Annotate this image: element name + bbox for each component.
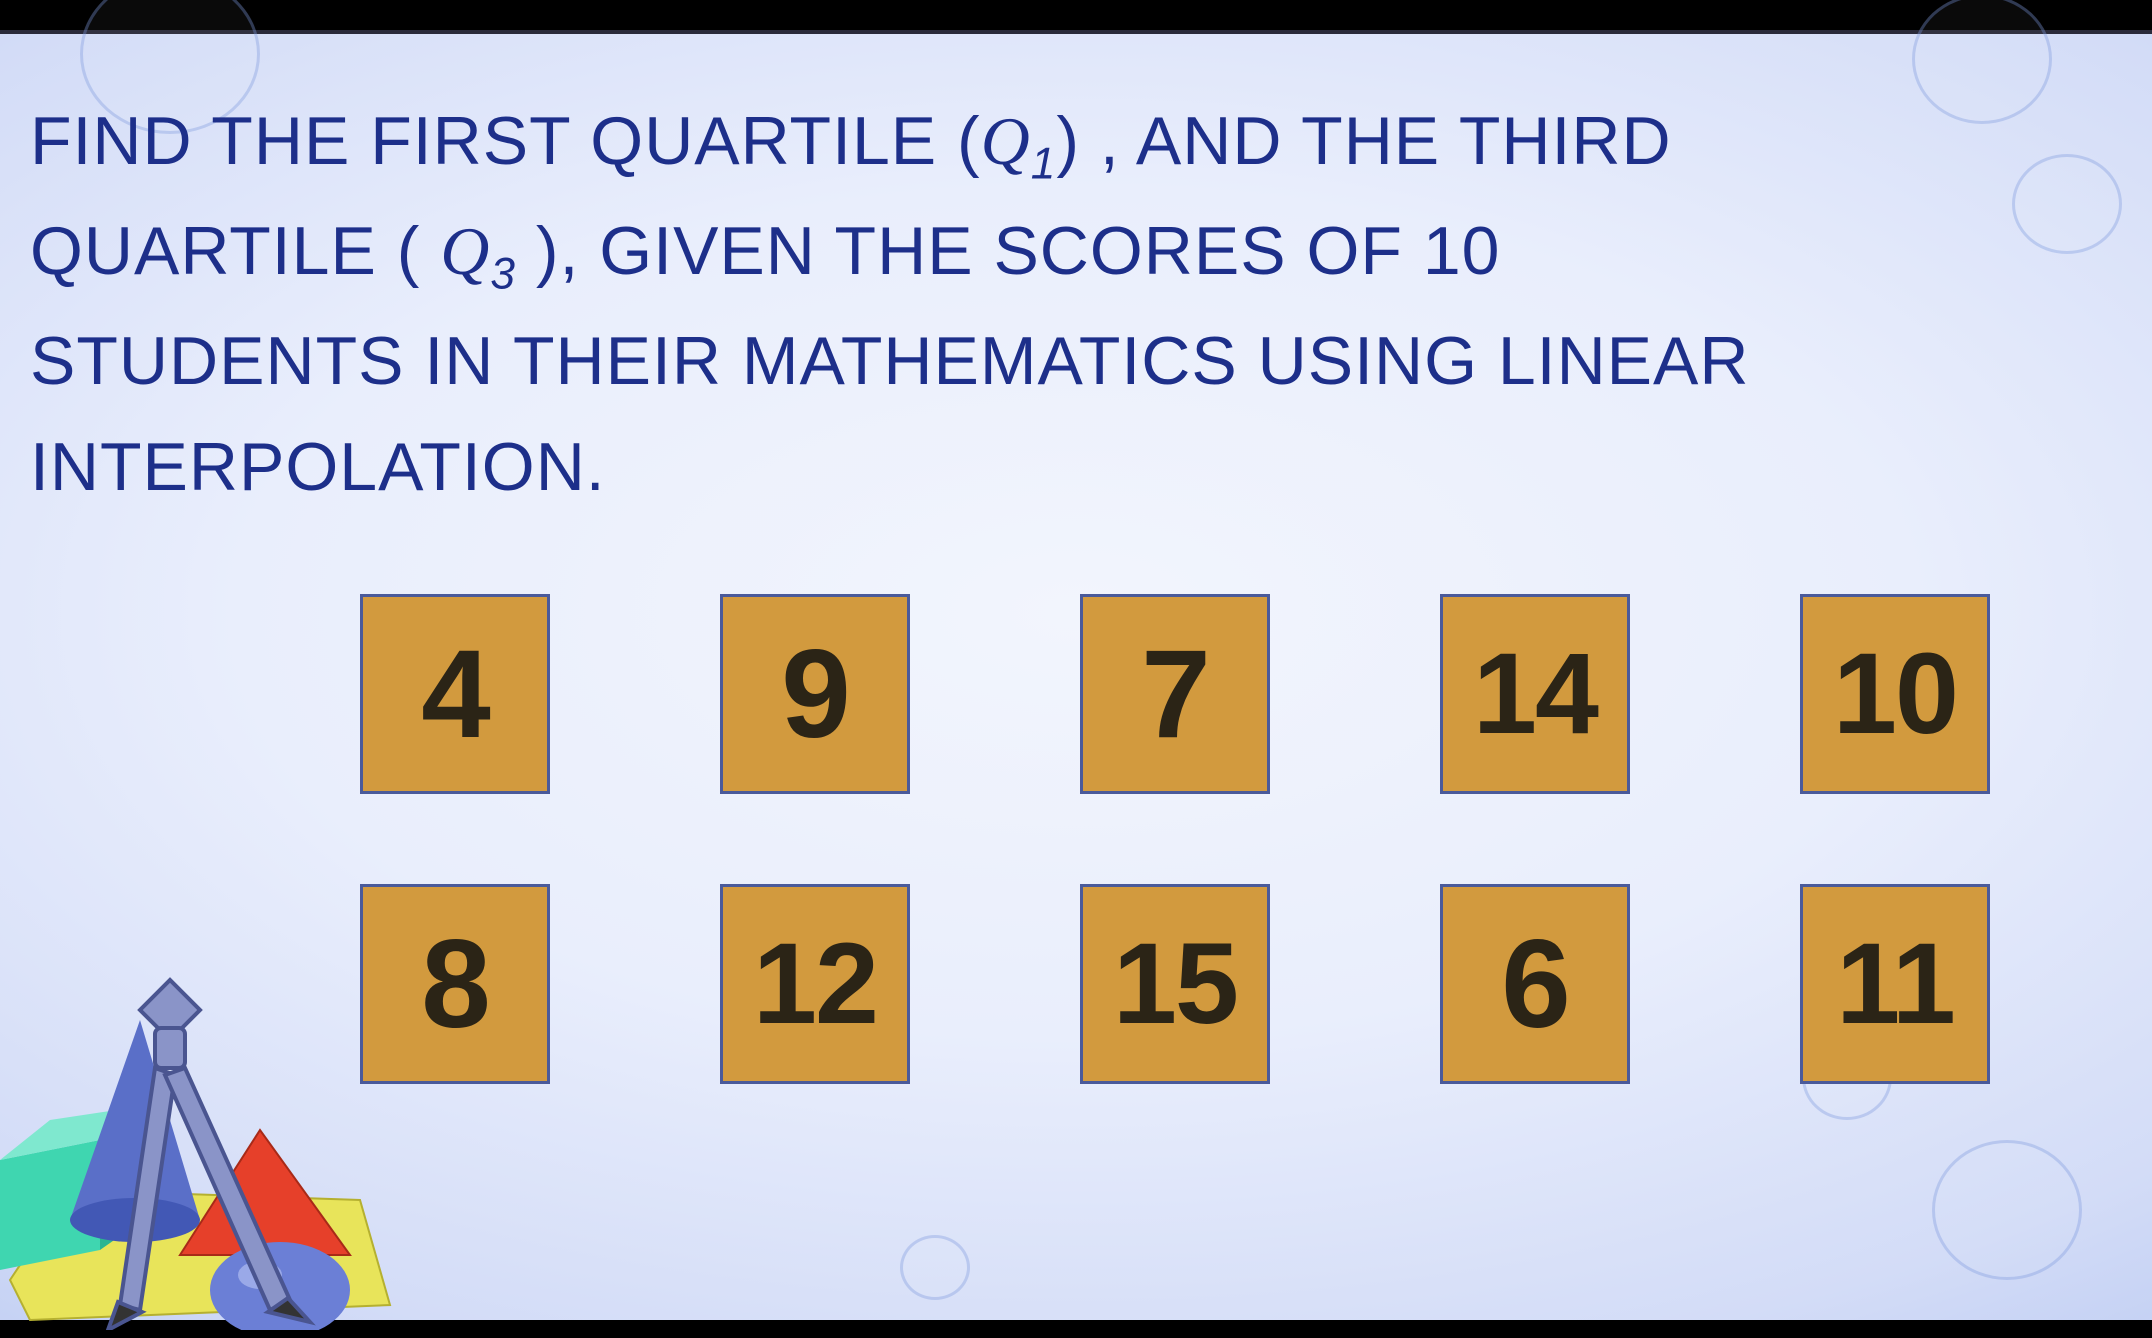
score-tile: 7 (1080, 594, 1270, 794)
score-tile: 12 (720, 884, 910, 1084)
q3-subscript: 3 (490, 250, 516, 299)
q3-symbol: Q (440, 213, 490, 289)
score-tile: 9 (720, 594, 910, 794)
q-text: STUDENTS IN THEIR MATHEMATICS USING LINE… (30, 323, 1750, 399)
q-text: QUARTILE ( (30, 213, 440, 289)
q-text: FIND THE FIRST QUARTILE ( (30, 103, 981, 179)
bubble-deco (900, 1235, 970, 1300)
slide-frame: FIND THE FIRST QUARTILE (Q1) , AND THE T… (0, 30, 2152, 1320)
q-text: INTERPOLATION. (30, 429, 606, 505)
score-tile: 4 (360, 594, 550, 794)
tile-row: 8 12 15 6 11 (360, 884, 2120, 1084)
score-tile: 11 (1800, 884, 1990, 1084)
q1-subscript: 1 (1031, 140, 1057, 189)
score-tile: 14 (1440, 594, 1630, 794)
q-text: ), GIVEN THE SCORES OF 10 (516, 213, 1501, 289)
q1-symbol: Q (981, 103, 1031, 179)
score-tiles: 4 9 7 14 10 8 12 15 6 11 (360, 594, 2120, 1174)
score-tile: 10 (1800, 594, 1990, 794)
question-text: FIND THE FIRST QUARTILE (Q1) , AND THE T… (30, 89, 2132, 520)
q-text: ) , AND THE THIRD (1056, 103, 1671, 179)
score-tile: 15 (1080, 884, 1270, 1084)
score-tile: 6 (1440, 884, 1630, 1084)
geometry-clipart (0, 910, 410, 1330)
tile-row: 4 9 7 14 10 (360, 594, 2120, 794)
